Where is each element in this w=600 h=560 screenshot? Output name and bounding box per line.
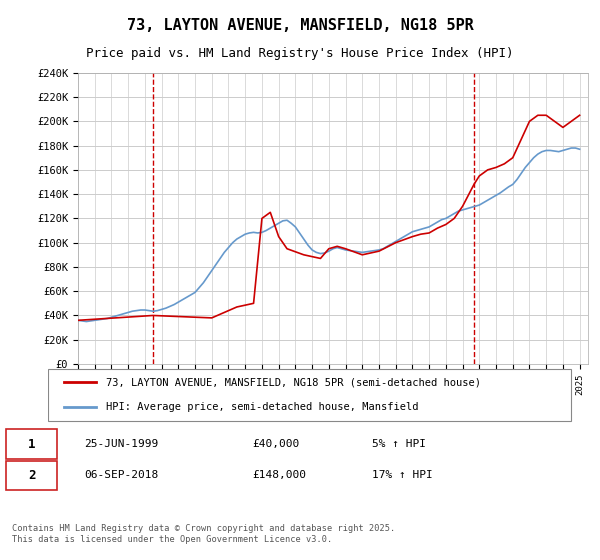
Text: 73, LAYTON AVENUE, MANSFIELD, NG18 5PR (semi-detached house): 73, LAYTON AVENUE, MANSFIELD, NG18 5PR (… <box>106 377 481 388</box>
Text: 17% ↑ HPI: 17% ↑ HPI <box>372 470 433 480</box>
Text: 73, LAYTON AVENUE, MANSFIELD, NG18 5PR: 73, LAYTON AVENUE, MANSFIELD, NG18 5PR <box>127 18 473 33</box>
Text: £148,000: £148,000 <box>252 470 306 480</box>
Text: 06-SEP-2018: 06-SEP-2018 <box>84 470 158 480</box>
Text: Price paid vs. HM Land Registry's House Price Index (HPI): Price paid vs. HM Land Registry's House … <box>86 48 514 60</box>
Text: 25-JUN-1999: 25-JUN-1999 <box>84 439 158 449</box>
Text: 2: 2 <box>28 469 35 482</box>
FancyBboxPatch shape <box>48 369 571 421</box>
FancyBboxPatch shape <box>6 430 57 459</box>
Text: 1: 1 <box>28 437 35 451</box>
FancyBboxPatch shape <box>6 461 57 490</box>
Text: 5% ↑ HPI: 5% ↑ HPI <box>372 439 426 449</box>
Text: £40,000: £40,000 <box>252 439 299 449</box>
Text: HPI: Average price, semi-detached house, Mansfield: HPI: Average price, semi-detached house,… <box>106 402 419 412</box>
Text: Contains HM Land Registry data © Crown copyright and database right 2025.
This d: Contains HM Land Registry data © Crown c… <box>12 524 395 544</box>
